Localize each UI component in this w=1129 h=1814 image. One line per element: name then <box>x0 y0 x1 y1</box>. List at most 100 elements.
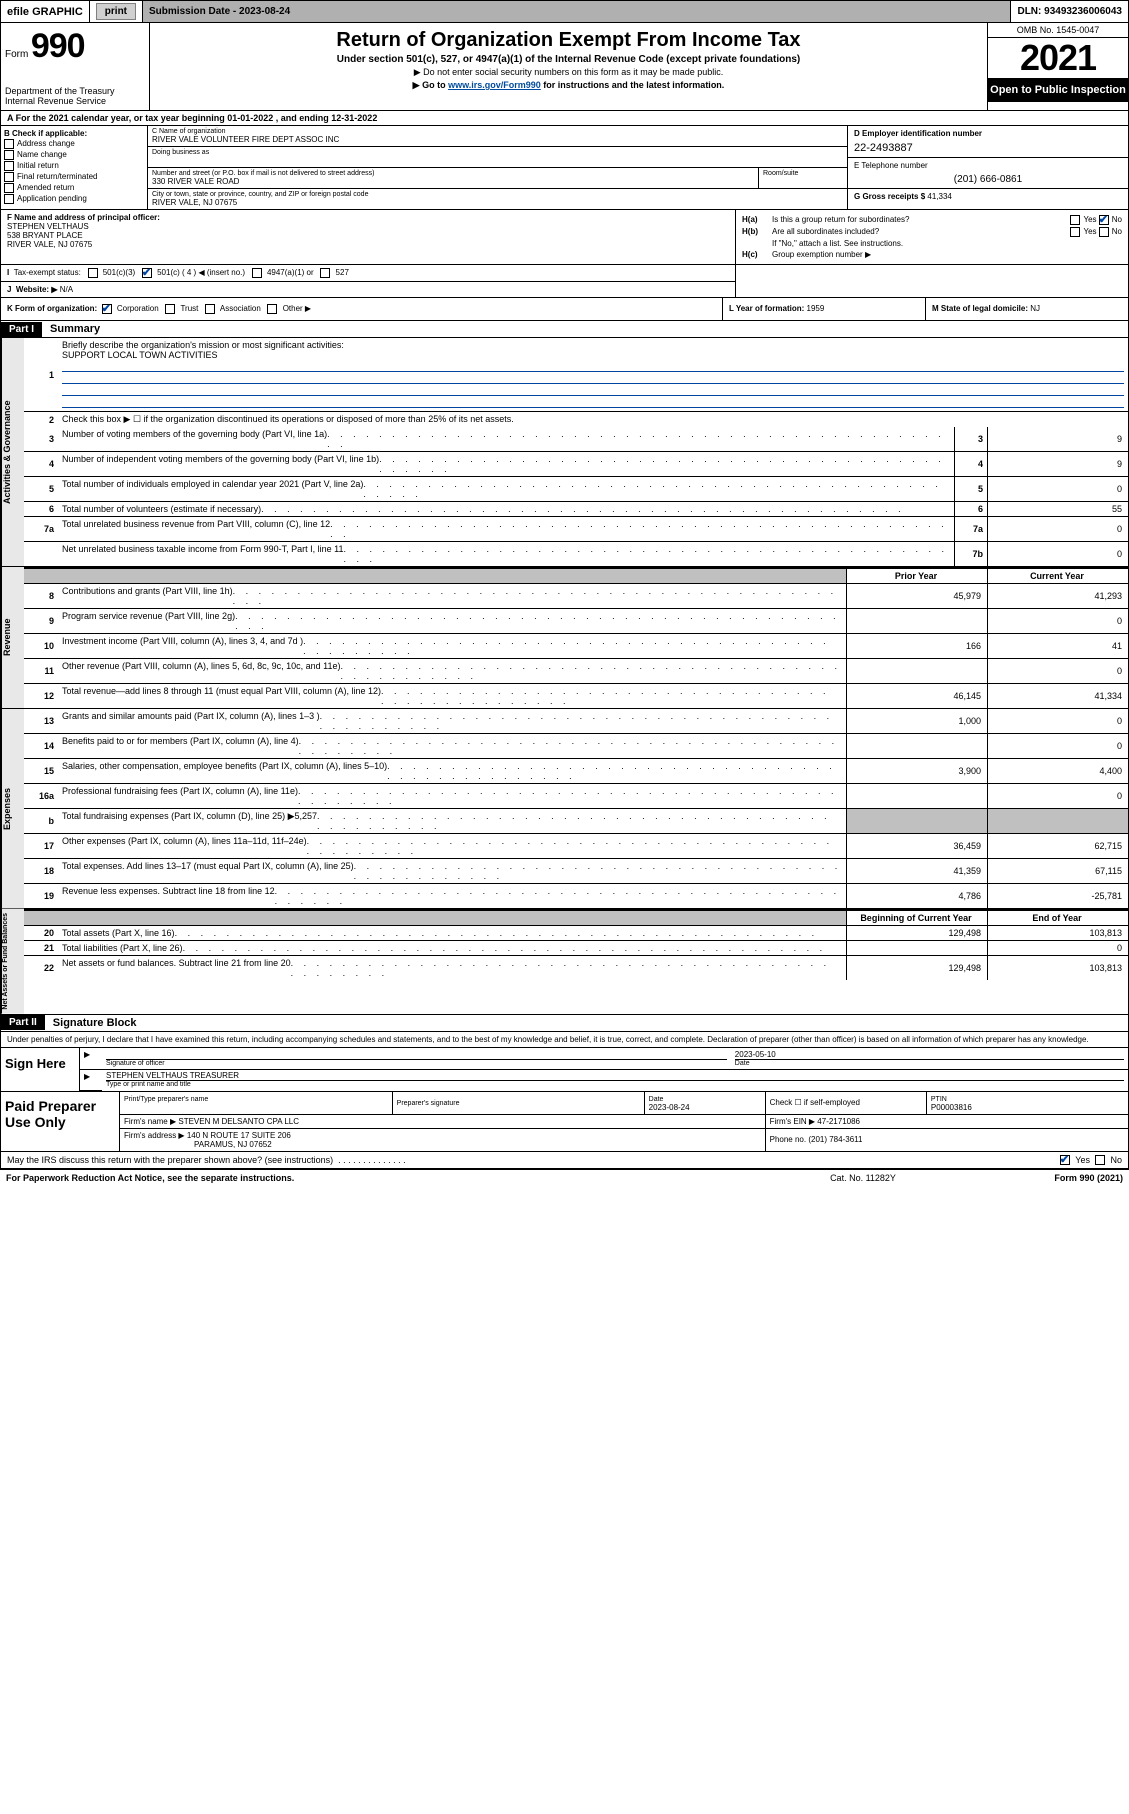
prior-val <box>847 734 988 759</box>
discuss-no[interactable] <box>1095 1155 1105 1165</box>
chk-name-change[interactable]: Name change <box>4 150 144 160</box>
pra-notice: For Paperwork Reduction Act Notice, see … <box>6 1173 763 1183</box>
line-desc: Grants and similar amounts paid (Part IX… <box>58 709 847 734</box>
officer-city: RIVER VALE, NJ 07675 <box>7 240 92 249</box>
open-inspection: Open to Public Inspection <box>988 78 1128 102</box>
submission-date: Submission Date - 2023-08-24 <box>143 1 1011 22</box>
form-subtitle: Under section 501(c), 527, or 4947(a)(1)… <box>158 54 979 65</box>
chk-501c3[interactable] <box>88 268 98 278</box>
signature-intro: Under penalties of perjury, I declare th… <box>0 1032 1129 1048</box>
preparer-sig-cell: Preparer's signature <box>392 1092 644 1115</box>
form-title: Return of Organization Exempt From Incom… <box>158 29 979 52</box>
street: 330 RIVER VALE ROAD <box>152 177 754 186</box>
form-note1: ▶ Do not enter social security numbers o… <box>158 67 979 78</box>
gross-receipts-cell: G Gross receipts $ 41,334 <box>848 189 1128 204</box>
street-cell: Number and street (or P.O. box if mail i… <box>148 168 847 189</box>
line-val: 9 <box>988 452 1129 477</box>
line-num: 20 <box>24 926 58 941</box>
line-key: 6 <box>955 502 988 517</box>
prior-val: 129,498 <box>847 956 988 981</box>
suite-cell: Room/suite <box>758 168 847 188</box>
line-num: 16a <box>24 784 58 809</box>
line-num: 17 <box>24 834 58 859</box>
street-label: Number and street (or P.O. box if mail i… <box>152 170 754 177</box>
paid-preparer-block: Paid Preparer Use Only Print/Type prepar… <box>0 1092 1129 1152</box>
gross-receipts-label: G Gross receipts $ <box>854 192 925 201</box>
line-num: 21 <box>24 941 58 956</box>
line-num <box>24 542 58 567</box>
sign-here-block: Sign Here ▶ Signature of officer 2023-05… <box>0 1048 1129 1092</box>
officer-printed-name: STEPHEN VELTHAUS TREASURERType or print … <box>102 1069 1128 1090</box>
chk-initial-return[interactable]: Initial return <box>4 161 144 171</box>
ha-no[interactable] <box>1099 215 1109 225</box>
chk-trust[interactable] <box>165 304 175 314</box>
box-l: L Year of formation: 1959 <box>722 298 925 320</box>
prior-val: 129,498 <box>847 926 988 941</box>
hb-no[interactable] <box>1099 227 1109 237</box>
chk-assoc[interactable] <box>205 304 215 314</box>
ha-yes[interactable] <box>1070 215 1080 225</box>
chk-application-pending[interactable]: Application pending <box>4 194 144 204</box>
line-desc: Net assets or fund balances. Subtract li… <box>58 956 847 981</box>
chk-address-change[interactable]: Address change <box>4 139 144 149</box>
line-key: 7a <box>955 517 988 542</box>
prior-val: 41,359 <box>847 859 988 884</box>
line-num: 22 <box>24 956 58 981</box>
section-net-assets: Net Assets or Fund Balances Beginning of… <box>0 909 1129 1015</box>
header-left: Form 990 Department of the TreasuryInter… <box>1 23 150 110</box>
line-num: 10 <box>24 634 58 659</box>
prior-val: 4,786 <box>847 884 988 909</box>
prior-val <box>847 784 988 809</box>
line-desc: Benefits paid to or for members (Part IX… <box>58 734 847 759</box>
chk-other[interactable] <box>267 304 277 314</box>
line-desc: Investment income (Part VIII, column (A)… <box>58 634 847 659</box>
line-desc: Professional fundraising fees (Part IX, … <box>58 784 847 809</box>
h-note: If "No," attach a list. See instructions… <box>772 239 1122 248</box>
current-val: 62,715 <box>988 834 1129 859</box>
phone-cell: E Telephone number (201) 666-0861 <box>848 158 1128 189</box>
chk-amended-return[interactable]: Amended return <box>4 183 144 193</box>
line-desc: Total number of individuals employed in … <box>58 477 955 502</box>
firm-addr-cell: Firm's address ▶ 140 N ROUTE 17 SUITE 20… <box>120 1128 765 1151</box>
line-num: b <box>24 809 58 834</box>
phone-label: E Telephone number <box>854 161 1122 170</box>
mission-text: SUPPORT LOCAL TOWN ACTIVITIES <box>62 350 218 360</box>
ha-label: H(a) <box>742 215 772 225</box>
section-expenses: Expenses 13Grants and similar amounts pa… <box>0 709 1129 909</box>
city-cell: City or town, state or province, country… <box>148 189 847 209</box>
page-footer: For Paperwork Reduction Act Notice, see … <box>0 1169 1129 1186</box>
prior-val: 36,459 <box>847 834 988 859</box>
line-desc: Program service revenue (Part VIII, line… <box>58 609 847 634</box>
col-header: End of Year <box>988 910 1129 926</box>
current-val: -25,781 <box>988 884 1129 909</box>
officer-street: 538 BRYANT PLACE <box>7 231 83 240</box>
discuss-yes[interactable] <box>1060 1155 1070 1165</box>
chk-corp[interactable] <box>102 304 112 314</box>
self-employed-cell: Check ☐ if self-employed <box>765 1092 926 1115</box>
box-h: H(a) Is this a group return for subordin… <box>735 210 1128 264</box>
row-i-j: I Tax-exempt status: 501(c)(3) 501(c) ( … <box>0 265 1129 298</box>
form-note2: ▶ Go to www.irs.gov/Form990 for instruct… <box>158 80 979 91</box>
line-key: 5 <box>955 477 988 502</box>
hb-yes[interactable] <box>1070 227 1080 237</box>
box-b: B Check if applicable: Address change Na… <box>1 126 148 209</box>
part2-bar: Part II Signature Block <box>0 1015 1129 1032</box>
line-num: 14 <box>24 734 58 759</box>
line-desc: Total expenses. Add lines 13–17 (must eq… <box>58 859 847 884</box>
chk-501c[interactable] <box>142 268 152 278</box>
current-val: 41,334 <box>988 684 1129 709</box>
line-desc: Number of voting members of the governin… <box>58 427 955 452</box>
irs-link[interactable]: www.irs.gov/Form990 <box>448 80 541 90</box>
hc-label: H(c) <box>742 250 772 259</box>
print-button[interactable]: print <box>96 3 136 20</box>
chk-527[interactable] <box>320 268 330 278</box>
box-j: J Website: ▶ N/A <box>1 282 735 297</box>
entity-info: B Check if applicable: Address change Na… <box>0 126 1129 210</box>
line-num: 7a <box>24 517 58 542</box>
chk-4947[interactable] <box>252 268 262 278</box>
ha-text: Is this a group return for subordinates? <box>772 215 1070 225</box>
org-name: RIVER VALE VOLUNTEER FIRE DEPT ASSOC INC <box>152 135 843 144</box>
line-1: Briefly describe the organization's miss… <box>58 338 1128 412</box>
chk-final-return[interactable]: Final return/terminated <box>4 172 144 182</box>
row-a-tax-year: A For the 2021 calendar year, or tax yea… <box>0 111 1129 126</box>
